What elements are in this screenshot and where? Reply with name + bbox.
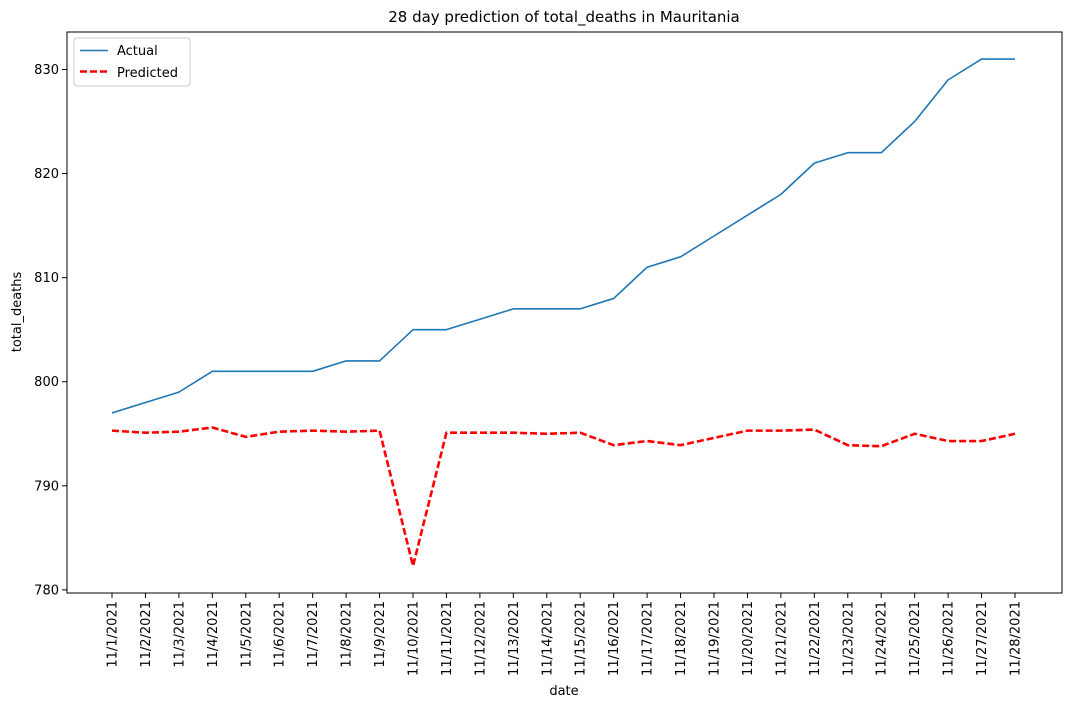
x-tick-label: 11/22/2021 — [808, 601, 823, 676]
x-tick-label: 11/13/2021 — [507, 601, 522, 676]
x-tick-label: 11/1/2021 — [106, 601, 121, 668]
x-tick-label: 11/12/2021 — [473, 601, 488, 676]
x-tick-label: 11/3/2021 — [172, 601, 187, 668]
x-tick-label: 11/9/2021 — [373, 601, 388, 668]
x-tick-label: 11/10/2021 — [407, 601, 422, 676]
y-tick-label: 810 — [34, 271, 59, 286]
x-tick-label: 11/21/2021 — [774, 601, 789, 676]
x-tick-label: 11/28/2021 — [1009, 601, 1024, 676]
x-tick-label: 11/26/2021 — [942, 601, 957, 676]
x-tick-label: 11/4/2021 — [206, 601, 221, 668]
y-tick-label: 800 — [34, 375, 59, 390]
series-line-predicted — [111, 426, 1016, 568]
chart-title: 28 day prediction of total_deaths in Mau… — [388, 8, 740, 27]
legend-label-predicted: Predicted — [117, 66, 178, 81]
x-tick-label: 11/23/2021 — [841, 601, 856, 676]
x-tick-label: 11/24/2021 — [875, 601, 890, 676]
y-tick-label: 790 — [34, 479, 59, 494]
x-axis-label: date — [549, 684, 578, 699]
x-tick-label: 11/20/2021 — [741, 601, 756, 676]
x-axis: 11/1/2021 11/2/2021 11/3/2021 11/4/2021 11/5… — [106, 593, 1024, 676]
y-axis-label: total_deaths — [10, 272, 25, 353]
x-tick-label: 11/15/2021 — [574, 601, 589, 676]
legend-label-actual: Actual — [117, 44, 158, 59]
x-tick-label: 11/25/2021 — [908, 601, 923, 676]
x-tick-label: 11/8/2021 — [340, 601, 355, 668]
y-axis: 780 790 800 810 820 830 — [34, 63, 67, 598]
plot-frame — [66, 31, 1063, 594]
x-tick-label: 11/14/2021 — [540, 601, 555, 676]
x-tick-label: 11/5/2021 — [239, 601, 254, 668]
series-group — [111, 58, 1016, 568]
x-tick-label: 11/17/2021 — [641, 601, 656, 676]
x-tick-label: 11/6/2021 — [273, 601, 288, 668]
x-tick-label: 11/7/2021 — [306, 601, 321, 668]
x-tick-label: 11/2/2021 — [139, 601, 154, 668]
x-tick-label: 11/16/2021 — [607, 601, 622, 676]
legend: Actual Predicted — [73, 37, 191, 87]
x-tick-label: 11/18/2021 — [674, 601, 689, 676]
x-tick-label: 11/27/2021 — [975, 601, 990, 676]
series-line-actual — [111, 58, 1015, 414]
x-tick-label: 11/19/2021 — [708, 601, 723, 676]
x-tick-label: 11/11/2021 — [440, 601, 455, 676]
y-tick-label: 830 — [34, 63, 59, 78]
y-tick-label: 820 — [34, 167, 59, 182]
y-tick-label: 780 — [34, 583, 59, 598]
